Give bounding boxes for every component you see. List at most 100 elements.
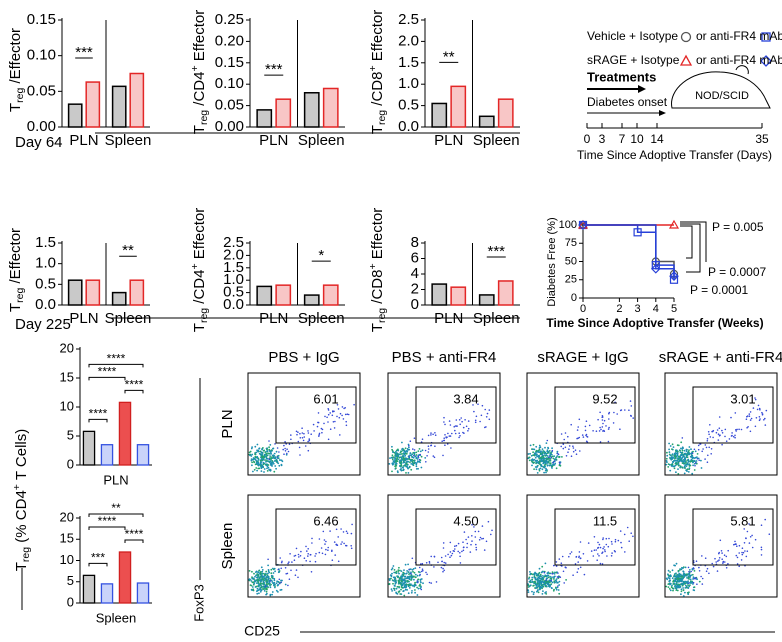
event-dot [579, 566, 582, 569]
event-dot [747, 426, 749, 428]
event-dot [274, 443, 276, 445]
event-dot [673, 457, 676, 460]
event-dot [415, 451, 418, 454]
label-part: reg [14, 88, 26, 103]
event-dot [280, 581, 283, 584]
event-dot [672, 589, 674, 592]
event-dot [277, 568, 280, 571]
event-dot [265, 572, 267, 575]
event-dot [284, 583, 287, 586]
event-dot [318, 538, 321, 540]
event-dot [748, 415, 751, 418]
event-dot [604, 549, 606, 551]
event-dot [667, 573, 669, 576]
bar [85, 81, 101, 128]
event-dot [392, 582, 394, 585]
event-dot [256, 590, 258, 593]
marker [650, 263, 661, 274]
event-dot [568, 448, 570, 451]
event-dot [672, 579, 675, 582]
event-dot [350, 545, 353, 547]
label-part: T [7, 103, 24, 112]
event-dot [255, 570, 258, 573]
event-dot [671, 458, 673, 460]
event-dot [305, 560, 308, 562]
event-dot [321, 431, 323, 434]
arrow-head [659, 110, 666, 116]
event-dot [544, 462, 547, 465]
event-dot [477, 530, 480, 533]
event-dot [538, 567, 541, 570]
event-dot [574, 563, 577, 565]
bar [303, 294, 320, 306]
event-dot [671, 448, 673, 450]
event-dot [411, 575, 413, 578]
x-tick-label: PLN [69, 310, 98, 327]
event-dot [677, 468, 679, 470]
event-dot [570, 551, 573, 553]
event-dot [556, 586, 559, 589]
event-dot [262, 579, 265, 581]
event-dot [675, 471, 677, 474]
event-dot [688, 578, 690, 580]
label-part: Effector [191, 208, 208, 264]
event-dot [712, 429, 715, 432]
x-tick-label: 7 [619, 132, 626, 146]
event-dot [759, 409, 761, 411]
event-dot [671, 577, 674, 580]
event-dot [277, 462, 280, 465]
event-dot [562, 443, 565, 446]
bar [431, 102, 448, 128]
y-tick-label: 20 [60, 509, 74, 524]
event-dot [458, 436, 460, 439]
event-dot [459, 435, 461, 437]
x-tick-label: 3 [635, 303, 641, 315]
event-dot [665, 457, 668, 460]
event-dot [529, 571, 531, 573]
event-dot [721, 429, 723, 432]
event-dot [437, 561, 439, 564]
event-dot [539, 581, 542, 583]
event-dot [276, 456, 279, 458]
event-dot [257, 467, 260, 470]
event-dot [275, 589, 278, 592]
event-dot [443, 561, 446, 564]
event-dot [544, 592, 546, 594]
event-dot [413, 585, 416, 588]
y-tick-label: 15 [60, 369, 74, 384]
event-dot [287, 584, 289, 587]
event-dot [255, 467, 258, 469]
event-dot [555, 467, 558, 470]
event-dot [288, 578, 291, 580]
event-dot [434, 432, 436, 434]
event-dot [462, 431, 464, 434]
event-dot [401, 441, 403, 444]
event-dot [417, 587, 420, 590]
event-dot [430, 582, 433, 584]
event-dot [434, 434, 437, 437]
event-dot [475, 543, 477, 546]
event-dot [400, 464, 403, 467]
event-dot [466, 542, 469, 545]
event-dot [458, 432, 461, 435]
event-dot [687, 587, 690, 589]
event-dot [740, 559, 743, 561]
event-dot [552, 589, 555, 592]
event-dot [738, 544, 741, 547]
event-dot [690, 570, 692, 573]
event-dot [407, 592, 410, 595]
event-dot [669, 583, 671, 586]
event-dot [755, 417, 758, 419]
event-dot [724, 435, 726, 438]
event-dot [270, 574, 273, 577]
event-dot [599, 426, 601, 429]
event-dot [333, 427, 336, 429]
event-dot [443, 437, 446, 440]
event-dot [278, 459, 281, 461]
event-dot [443, 439, 446, 442]
event-dot [674, 585, 676, 588]
event-dot [686, 454, 689, 456]
event-dot [413, 452, 416, 455]
event-dot [685, 456, 688, 459]
event-dot [298, 556, 300, 558]
